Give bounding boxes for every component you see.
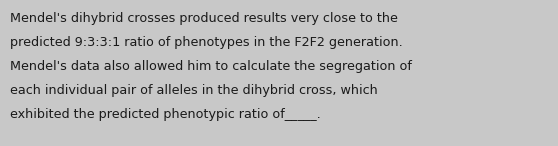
Text: predicted 9:3:3:1 ratio of phenotypes in the F2F2 generation.: predicted 9:3:3:1 ratio of phenotypes in… (10, 36, 403, 49)
Text: exhibited the predicted phenotypic ratio of_____.: exhibited the predicted phenotypic ratio… (10, 108, 321, 121)
Text: each individual pair of alleles in the dihybrid cross, which: each individual pair of alleles in the d… (10, 84, 378, 97)
Text: Mendel's dihybrid crosses produced results very close to the: Mendel's dihybrid crosses produced resul… (10, 12, 398, 25)
Text: Mendel's data also allowed him to calculate the segregation of: Mendel's data also allowed him to calcul… (10, 60, 412, 73)
